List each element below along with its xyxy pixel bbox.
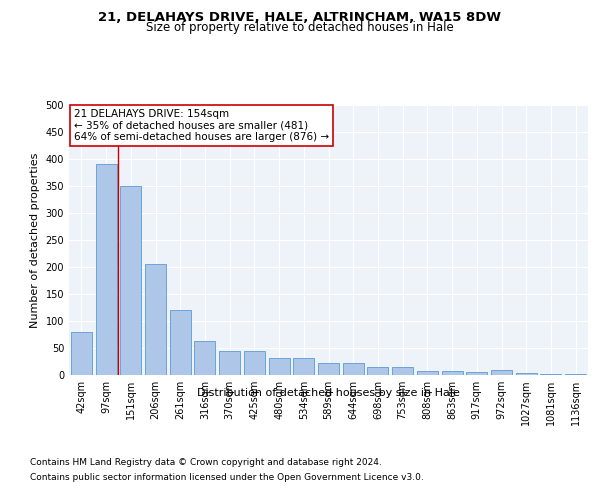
Text: Contains public sector information licensed under the Open Government Licence v3: Contains public sector information licen… xyxy=(30,473,424,482)
Y-axis label: Number of detached properties: Number of detached properties xyxy=(30,152,40,328)
Bar xyxy=(244,351,265,375)
Bar xyxy=(95,164,116,375)
Bar xyxy=(367,368,388,375)
Bar xyxy=(417,370,438,375)
Bar xyxy=(343,362,364,375)
Text: Size of property relative to detached houses in Hale: Size of property relative to detached ho… xyxy=(146,21,454,34)
Text: 21, DELAHAYS DRIVE, HALE, ALTRINCHAM, WA15 8DW: 21, DELAHAYS DRIVE, HALE, ALTRINCHAM, WA… xyxy=(98,11,502,24)
Text: Distribution of detached houses by size in Hale: Distribution of detached houses by size … xyxy=(197,388,460,398)
Bar xyxy=(145,264,166,375)
Text: Contains HM Land Registry data © Crown copyright and database right 2024.: Contains HM Land Registry data © Crown c… xyxy=(30,458,382,467)
Bar xyxy=(565,374,586,375)
Bar xyxy=(269,358,290,375)
Text: 21 DELAHAYS DRIVE: 154sqm
← 35% of detached houses are smaller (481)
64% of semi: 21 DELAHAYS DRIVE: 154sqm ← 35% of detac… xyxy=(74,109,329,142)
Bar xyxy=(491,370,512,375)
Bar xyxy=(466,372,487,375)
Bar xyxy=(71,332,92,375)
Bar xyxy=(120,186,141,375)
Bar xyxy=(293,358,314,375)
Bar xyxy=(194,341,215,375)
Bar xyxy=(318,363,339,375)
Bar xyxy=(516,374,537,375)
Bar xyxy=(442,371,463,375)
Bar xyxy=(541,374,562,375)
Bar xyxy=(170,310,191,375)
Bar xyxy=(219,351,240,375)
Bar xyxy=(392,368,413,375)
